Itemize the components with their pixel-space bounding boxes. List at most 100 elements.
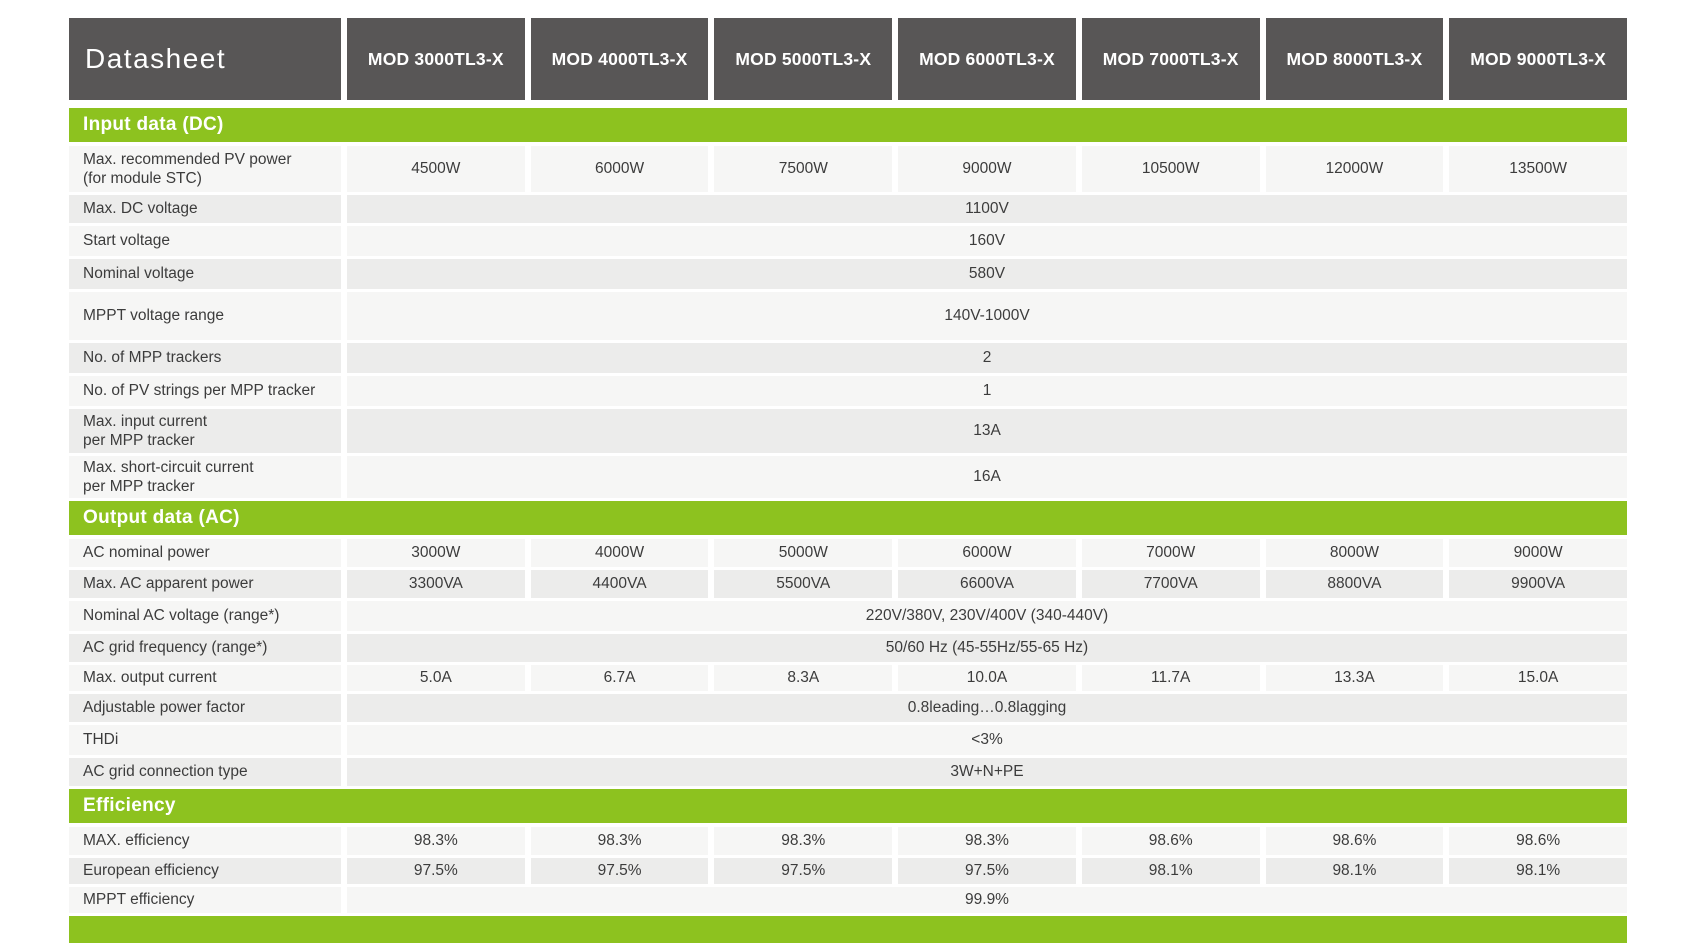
- value-cell: 5000W: [714, 539, 893, 567]
- row-label: AC grid connection type: [69, 758, 341, 786]
- table-row: Max. short-circuit current per MPP track…: [69, 456, 1627, 498]
- value-cell: 3000W: [347, 539, 525, 567]
- value-cell: 6.7A: [530, 665, 709, 691]
- table-row: Max. input current per MPP tracker 13A: [69, 409, 1627, 453]
- row-label: Max. output current: [69, 665, 341, 691]
- row-label: MPPT voltage range: [69, 292, 341, 340]
- value-cell: 8800VA: [1265, 570, 1444, 598]
- value-cell: 9000W: [898, 146, 1076, 192]
- value-cell: 97.5%: [530, 858, 709, 884]
- value-cell: 97.5%: [898, 858, 1076, 884]
- value-cell: 7500W: [714, 146, 893, 192]
- merged-value-cell: 220V/380V, 230V/400V (340-440V): [347, 601, 1627, 631]
- value-cell: 98.3%: [530, 827, 709, 855]
- value-cell: 4400VA: [530, 570, 709, 598]
- table-row: MPPT efficiency 99.9%: [69, 887, 1627, 913]
- merged-value-cell: <3%: [347, 725, 1627, 755]
- value-cell: 12000W: [1265, 146, 1444, 192]
- table-row: Nominal voltage 580V: [69, 259, 1627, 289]
- value-cell: 9000W: [1449, 539, 1627, 567]
- merged-value-cell: 3W+N+PE: [347, 758, 1627, 786]
- table-row: Adjustable power factor 0.8leading…0.8lag…: [69, 694, 1627, 722]
- value-cell: 6000W: [898, 539, 1076, 567]
- value-cell: 15.0A: [1449, 665, 1627, 691]
- datasheet-title: Datasheet: [69, 18, 341, 100]
- value-cell: 98.1%: [1265, 858, 1444, 884]
- row-label: Start voltage: [69, 226, 341, 256]
- model-header: MOD 7000TL3-X: [1081, 18, 1260, 100]
- value-cell: 10.0A: [898, 665, 1076, 691]
- row-label: Max. recommended PV power (for module ST…: [69, 146, 341, 192]
- value-cell: 10500W: [1081, 146, 1260, 192]
- table-row: Max. AC apparent power 3300VA 4400VA 5500VA…: [69, 570, 1627, 598]
- table-row: No. of PV strings per MPP tracker 1: [69, 376, 1627, 406]
- value-cell: 6000W: [530, 146, 709, 192]
- value-cell: 8.3A: [714, 665, 893, 691]
- value-cell: 98.6%: [1449, 827, 1627, 855]
- value-cell: 7000W: [1081, 539, 1260, 567]
- table-row: European efficiency 97.5% 97.5% 97.5% 97.5% 9…: [69, 858, 1627, 884]
- table-row: Max. DC voltage 1100V: [69, 195, 1627, 223]
- table-row: MAX. efficiency 98.3% 98.3% 98.3% 98.3% 98.6%…: [69, 827, 1627, 855]
- table-row: THDi <3%: [69, 725, 1627, 755]
- merged-value-cell: 160V: [347, 226, 1627, 256]
- value-cell: 98.6%: [1081, 827, 1260, 855]
- value-cell: 8000W: [1265, 539, 1444, 567]
- table-row: Max. output current 5.0A 6.7A 8.3A 10.0A 11.7…: [69, 665, 1627, 691]
- merged-value-cell: 1100V: [347, 195, 1627, 223]
- section-banner: Input data (DC): [69, 108, 1627, 142]
- model-header: MOD 3000TL3-X: [347, 18, 525, 100]
- table-row: AC grid connection type 3W+N+PE: [69, 758, 1627, 786]
- table-row: No. of MPP trackers 2: [69, 343, 1627, 373]
- model-header: MOD 8000TL3-X: [1265, 18, 1444, 100]
- value-cell: 98.1%: [1081, 858, 1260, 884]
- model-header: MOD 9000TL3-X: [1449, 18, 1627, 100]
- section-banner: Output data (AC): [69, 501, 1627, 535]
- row-label: MAX. efficiency: [69, 827, 341, 855]
- model-header: MOD 4000TL3-X: [530, 18, 709, 100]
- table-row: AC nominal power 3000W 4000W 5000W 6000W 7000…: [69, 539, 1627, 567]
- value-cell: 98.6%: [1265, 827, 1444, 855]
- model-header: MOD 5000TL3-X: [714, 18, 893, 100]
- merged-value-cell: 140V-1000V: [347, 292, 1627, 340]
- merged-value-cell: 2: [347, 343, 1627, 373]
- merged-value-cell: 99.9%: [347, 887, 1627, 913]
- row-label: AC nominal power: [69, 539, 341, 567]
- row-label: European efficiency: [69, 858, 341, 884]
- bottom-section-banner-cutoff: [69, 916, 1627, 943]
- value-cell: 11.7A: [1081, 665, 1260, 691]
- value-cell: 6600VA: [898, 570, 1076, 598]
- model-header: MOD 6000TL3-X: [898, 18, 1076, 100]
- merged-value-cell: 13A: [347, 409, 1627, 453]
- table-row: AC grid frequency (range*) 50/60 Hz (45-5…: [69, 634, 1627, 662]
- table-row: Start voltage 160V: [69, 226, 1627, 256]
- table-header-row: Datasheet MOD 3000TL3-X MOD 4000TL3-X MOD …: [69, 18, 1627, 100]
- spec-table: Datasheet MOD 3000TL3-X MOD 4000TL3-X MOD …: [69, 18, 1627, 943]
- row-label: THDi: [69, 725, 341, 755]
- value-cell: 4500W: [347, 146, 525, 192]
- merged-value-cell: 16A: [347, 456, 1627, 498]
- row-label: No. of MPP trackers: [69, 343, 341, 373]
- table-row: Nominal AC voltage (range*) 220V/380V, 23…: [69, 601, 1627, 631]
- section-banner: Efficiency: [69, 789, 1627, 823]
- merged-value-cell: 50/60 Hz (45-55Hz/55-65 Hz): [347, 634, 1627, 662]
- row-label: Nominal voltage: [69, 259, 341, 289]
- value-cell: 5500VA: [714, 570, 893, 598]
- value-cell: 7700VA: [1081, 570, 1260, 598]
- row-label: MPPT efficiency: [69, 887, 341, 913]
- table-body: Input data (DC) Max. recommended PV power…: [69, 108, 1627, 913]
- row-label: Nominal AC voltage (range*): [69, 601, 341, 631]
- value-cell: 3300VA: [347, 570, 525, 598]
- row-label: AC grid frequency (range*): [69, 634, 341, 662]
- value-cell: 97.5%: [714, 858, 893, 884]
- table-row: Max. recommended PV power (for module ST…: [69, 146, 1627, 192]
- value-cell: 5.0A: [347, 665, 525, 691]
- value-cell: 98.3%: [347, 827, 525, 855]
- value-cell: 9900VA: [1449, 570, 1627, 598]
- merged-value-cell: 0.8leading…0.8lagging: [347, 694, 1627, 722]
- value-cell: 97.5%: [347, 858, 525, 884]
- row-label: Max. input current per MPP tracker: [69, 409, 341, 453]
- row-label: No. of PV strings per MPP tracker: [69, 376, 341, 406]
- value-cell: 13.3A: [1265, 665, 1444, 691]
- merged-value-cell: 1: [347, 376, 1627, 406]
